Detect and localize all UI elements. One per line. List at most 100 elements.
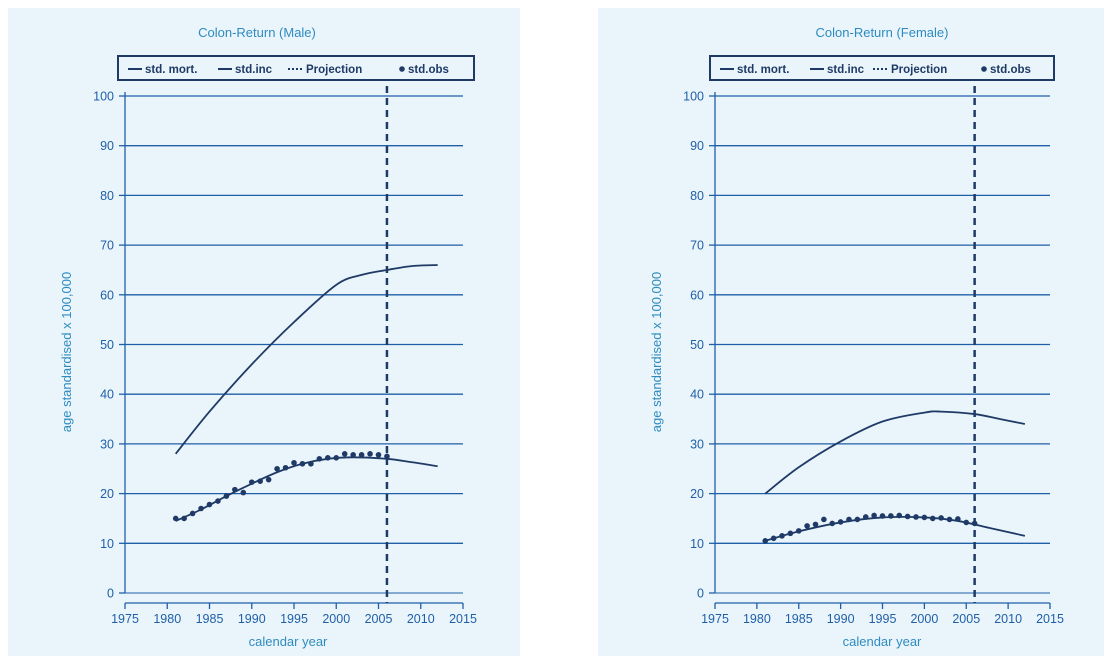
mortality-line	[764, 410, 1026, 495]
y-tick-label: 70	[690, 239, 704, 253]
obs-point	[215, 498, 221, 504]
x-tick-label: 1980	[743, 612, 771, 626]
chart-title: Colon-Return (Male)	[198, 25, 316, 40]
obs-point	[206, 501, 213, 508]
obs-point	[871, 512, 877, 519]
obs-point	[896, 512, 903, 519]
y-tick-label: 60	[690, 288, 704, 302]
y-tick-label: 10	[690, 537, 704, 551]
y-tick-label: 100	[683, 90, 704, 104]
obs-point	[837, 519, 844, 525]
obs-point	[248, 479, 255, 485]
y-tick-label: 40	[100, 388, 114, 402]
obs-point	[938, 515, 944, 521]
legend-label-projection: Projection	[306, 64, 362, 76]
chart-female: Colon-Return (Female) std. mort. std.inc…	[649, 25, 1064, 649]
obs-point	[762, 538, 769, 544]
y-tick-label: 70	[100, 239, 114, 253]
y-tick-label: 30	[690, 437, 704, 451]
x-tick-label: 2000	[322, 612, 350, 626]
legend-box	[117, 55, 475, 81]
obs-point	[812, 521, 819, 528]
legend: std. mort. std.inc Projection std.obs	[117, 55, 475, 81]
obs-point	[265, 476, 272, 483]
obs-point	[779, 533, 785, 539]
obs-point	[341, 451, 348, 457]
obs-point	[854, 516, 861, 523]
chart-panel-male: Colon-Return (Male) std. mort. std.inc P…	[8, 8, 520, 656]
obs-point	[172, 515, 179, 522]
obs-point	[198, 505, 204, 512]
y-tick-label: 0	[697, 587, 704, 601]
x-tick-label: 1990	[238, 612, 266, 626]
ticks: 0 10 20 30 40 50 60 70 80 90 100 1975 1980 1985 1990 19…	[93, 90, 477, 627]
x-tick-label: 2015	[1036, 612, 1064, 626]
y-tick-label: 50	[100, 338, 114, 352]
y-axis-label: age standardised x 100,000	[649, 272, 664, 432]
x-tick-label: 1985	[196, 612, 224, 626]
x-tick-label: 1990	[827, 612, 855, 626]
obs-point	[971, 520, 978, 527]
x-tick-label: 1975	[111, 612, 139, 626]
legend-label-obs: std.obs	[408, 64, 449, 76]
obs-point	[963, 519, 970, 526]
obs-point	[282, 464, 289, 471]
x-tick-label: 2010	[994, 612, 1022, 626]
chart-title: Colon-Return (Female)	[816, 25, 949, 40]
legend: std. mort. std.inc Projection std.obs	[709, 55, 1055, 81]
y-tick-label: 90	[100, 139, 114, 153]
series	[172, 86, 438, 603]
obs-point	[929, 515, 936, 522]
obs-point	[904, 513, 911, 520]
y-tick-label: 20	[100, 487, 114, 501]
y-axis-label: age standardised x 100,000	[59, 272, 74, 432]
y-tick-label: 20	[690, 487, 704, 501]
obs-point	[821, 516, 827, 523]
obs-point	[384, 453, 390, 460]
incidence-line	[765, 516, 1026, 542]
obs-point	[955, 516, 961, 522]
legend-box	[709, 55, 1055, 81]
x-tick-label: 1995	[869, 612, 897, 626]
obs-point	[829, 520, 836, 527]
obs-point	[921, 514, 928, 521]
y-tick-label: 10	[100, 537, 114, 551]
obs-point	[862, 514, 869, 520]
obs-point	[795, 528, 802, 534]
obs-point	[308, 460, 314, 467]
series	[762, 86, 1026, 603]
x-tick-label: 2010	[407, 612, 435, 626]
x-tick-label: 2000	[910, 612, 938, 626]
y-tick-label: 80	[690, 189, 704, 203]
legend-swatch-obs	[399, 66, 405, 72]
legend-label-mort: std. mort.	[737, 64, 789, 76]
x-tick-label: 1980	[153, 612, 181, 626]
x-tick-label: 2005	[952, 612, 980, 626]
legend-label-mort: std. mort.	[145, 64, 197, 76]
ticks: 0 10 20 30 40 50 60 70 80 90 100 1975 1980 1985 1990 19…	[683, 90, 1064, 627]
y-tick-label: 90	[690, 139, 704, 153]
x-tick-label: 1975	[701, 612, 729, 626]
obs-point	[240, 489, 247, 496]
obs-point	[358, 452, 365, 458]
x-tick-label: 2015	[449, 612, 477, 626]
obs-point	[232, 486, 238, 493]
x-tick-label: 1985	[785, 612, 813, 626]
y-tick-label: 0	[107, 587, 114, 601]
obs-point	[375, 452, 382, 458]
obs-point	[846, 516, 852, 523]
y-tick-label: 80	[100, 189, 114, 203]
obs-point	[257, 478, 263, 484]
obs-point	[181, 515, 187, 522]
obs-point	[913, 514, 919, 520]
x-tick-label: 2005	[365, 612, 393, 626]
legend-label-projection: Projection	[891, 64, 947, 76]
obs-point	[333, 455, 340, 461]
y-tick-label: 60	[100, 288, 114, 302]
obs-point	[770, 535, 777, 542]
obs-point	[223, 493, 230, 499]
obs-point	[787, 530, 794, 537]
obs-point	[316, 456, 323, 462]
obs-point	[350, 452, 356, 458]
obs-point	[274, 465, 280, 472]
